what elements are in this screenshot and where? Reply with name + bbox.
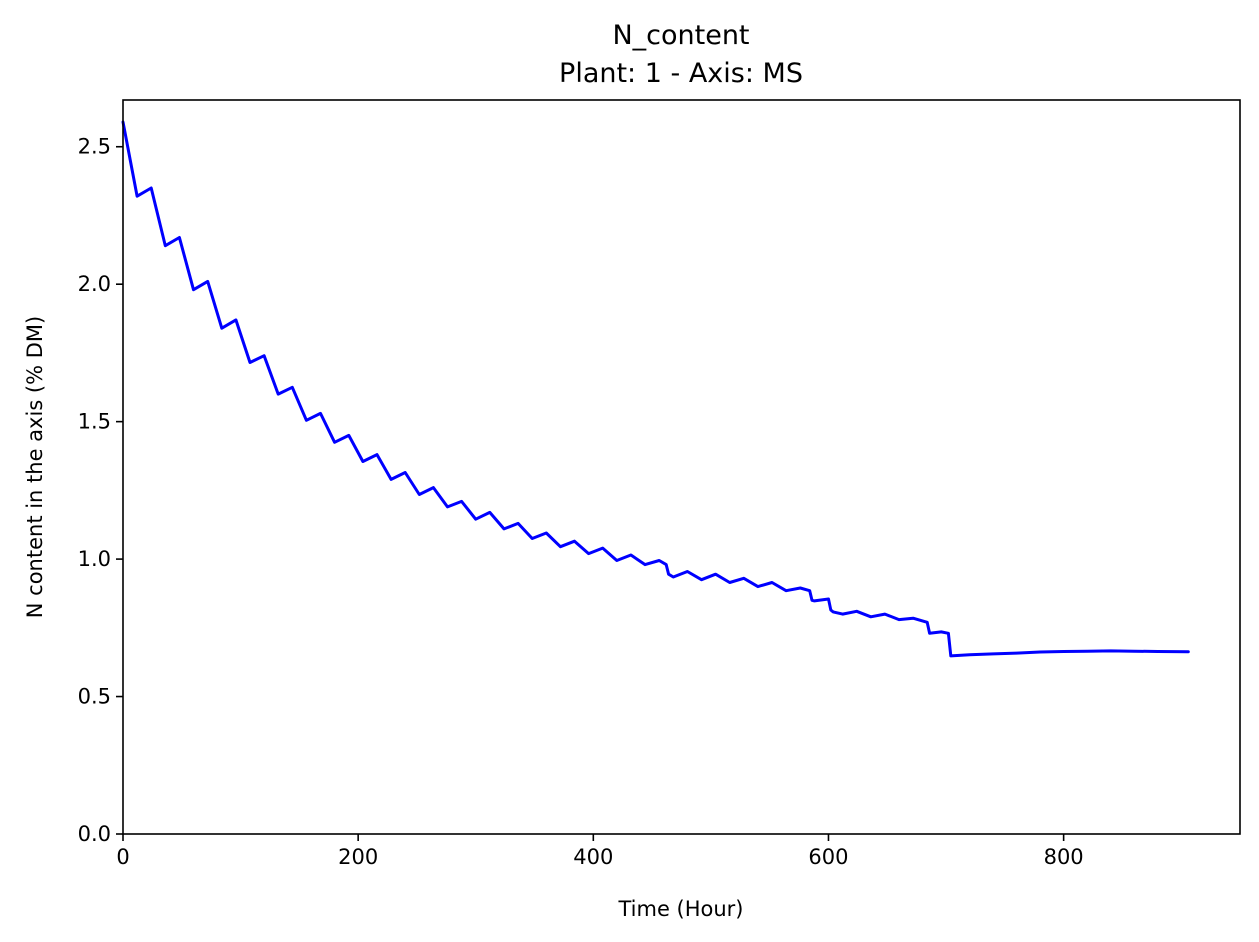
chart-subtitle: Plant: 1 - Axis: MS [559, 58, 803, 89]
x-axis-label: Time (Hour) [617, 897, 743, 921]
x-axis-ticks: 0 200 400 600 800 [116, 834, 1084, 869]
x-tick-label: 600 [808, 845, 848, 869]
y-tick-label: 1.5 [78, 410, 111, 434]
y-tick-label: 2.5 [78, 135, 111, 159]
y-axis-ticks: 0.0 0.5 1.0 1.5 2.0 2.5 [78, 135, 123, 846]
y-tick-label: 2.0 [78, 272, 111, 296]
x-tick-label: 0 [116, 845, 129, 869]
x-tick-label: 200 [338, 845, 378, 869]
series-line [121, 120, 1190, 658]
chart-title: N_content [612, 20, 749, 51]
y-axis-label: N content in the axis (% DM) [23, 316, 47, 618]
y-tick-label: 1.0 [78, 547, 111, 571]
plot-area [121, 120, 1190, 658]
x-tick-label: 800 [1044, 845, 1084, 869]
x-tick-label: 400 [573, 845, 613, 869]
y-tick-label: 0.0 [78, 822, 111, 846]
y-tick-label: 0.5 [78, 685, 111, 709]
axes-frame [122, 99, 1241, 835]
